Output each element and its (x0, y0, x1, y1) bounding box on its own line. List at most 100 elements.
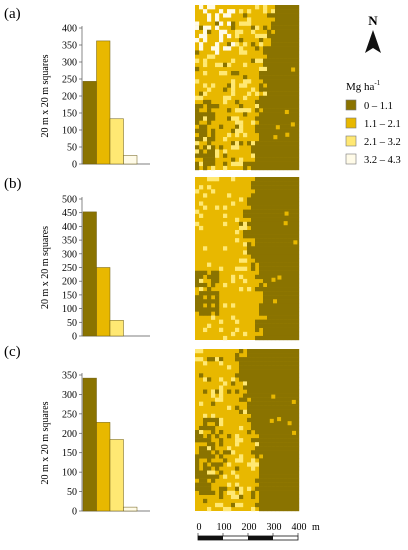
map-cell (287, 311, 292, 316)
map-cell (255, 108, 260, 113)
map-cell (287, 323, 292, 328)
map-cell (279, 470, 284, 475)
map-cell (279, 17, 284, 22)
map-cell (279, 213, 284, 218)
map-cell (263, 229, 268, 235)
map-cell (259, 470, 264, 475)
map-cell (275, 54, 280, 59)
map-cell (235, 161, 240, 167)
map-cell (263, 331, 268, 337)
bar (96, 267, 111, 337)
map-cell (267, 234, 272, 239)
map-cell (263, 462, 268, 467)
map-cell (275, 262, 280, 267)
map-cell (207, 5, 212, 10)
map-cell (283, 165, 288, 171)
map-cell (291, 498, 296, 504)
map-cell (259, 502, 264, 508)
map-cell (211, 128, 216, 134)
map-cell (291, 393, 296, 398)
map-cell (295, 29, 300, 35)
map-cell (203, 29, 208, 35)
map-cell (235, 238, 240, 243)
map-cell (263, 99, 268, 105)
map-cell (239, 377, 244, 382)
legend-label: 2.1 – 3.2 (364, 137, 401, 148)
map-cell (251, 266, 256, 271)
map-cell (291, 58, 296, 63)
map-cell (295, 21, 300, 26)
map-cell (251, 421, 256, 427)
map-cell (283, 213, 288, 218)
map-cell (287, 79, 292, 84)
map-cell (295, 66, 300, 72)
y-tick-label: 400 (62, 222, 77, 233)
map-cell (259, 181, 264, 186)
map-cell (283, 502, 288, 508)
legend-label: 1.1 – 2.1 (364, 119, 401, 130)
map-cell (267, 75, 272, 80)
map-cell (267, 409, 272, 414)
map-cell (279, 319, 284, 324)
map-cell (279, 454, 284, 459)
map-cell (203, 438, 208, 443)
map-cell (263, 128, 268, 134)
map-cell (283, 474, 288, 479)
map-cell (247, 250, 252, 255)
map-cell (287, 42, 292, 47)
map-cell (227, 365, 232, 370)
y-tick-label: 200 (62, 429, 77, 440)
map-cell (235, 434, 240, 439)
map-cell (263, 466, 268, 471)
map-cell (255, 385, 260, 390)
map-cell (271, 161, 276, 167)
map-cell (263, 33, 268, 39)
map-cell (255, 486, 260, 491)
map-cell (267, 274, 272, 280)
map-cell (283, 145, 288, 150)
map-cell (263, 58, 268, 63)
map-cell (199, 287, 204, 292)
map-cell (267, 99, 272, 105)
map-cell (247, 17, 252, 22)
map-cell (255, 319, 260, 324)
map-cell (219, 421, 224, 427)
map-cell (235, 33, 240, 39)
map-cell (263, 242, 268, 247)
map-cell (279, 128, 284, 134)
map-cell (271, 221, 276, 227)
map-cell (223, 458, 228, 463)
map-cell (211, 165, 216, 171)
map-cell (271, 266, 276, 271)
map-cell (251, 397, 256, 402)
map-cell (247, 381, 252, 386)
map-cell (195, 95, 200, 101)
map-cell (259, 149, 264, 154)
map-cell (263, 201, 268, 206)
map-cell (211, 149, 216, 154)
map-cell (263, 197, 268, 202)
map-cell (255, 99, 260, 105)
map-cell (255, 221, 260, 227)
map-cell (255, 357, 260, 362)
map-cell (251, 120, 256, 125)
map-cell (291, 258, 296, 263)
map-cell (279, 42, 284, 47)
map-cell (295, 181, 300, 186)
map-cell (279, 295, 284, 300)
map-cell (263, 75, 268, 80)
map-cell (287, 327, 292, 333)
map-cell (279, 385, 284, 390)
legend-title: Mg ha-1 (346, 79, 381, 93)
y-tick-label: 300 (62, 390, 77, 401)
map-cell (267, 450, 272, 455)
map-cell (279, 413, 284, 419)
map-cell (275, 125, 280, 130)
map-cell (291, 221, 296, 227)
map-cell (239, 502, 244, 508)
map-cell (287, 389, 292, 394)
map-cell (243, 278, 248, 284)
map-cell (271, 361, 276, 366)
map-cell (195, 79, 200, 84)
map-cell (275, 201, 280, 206)
